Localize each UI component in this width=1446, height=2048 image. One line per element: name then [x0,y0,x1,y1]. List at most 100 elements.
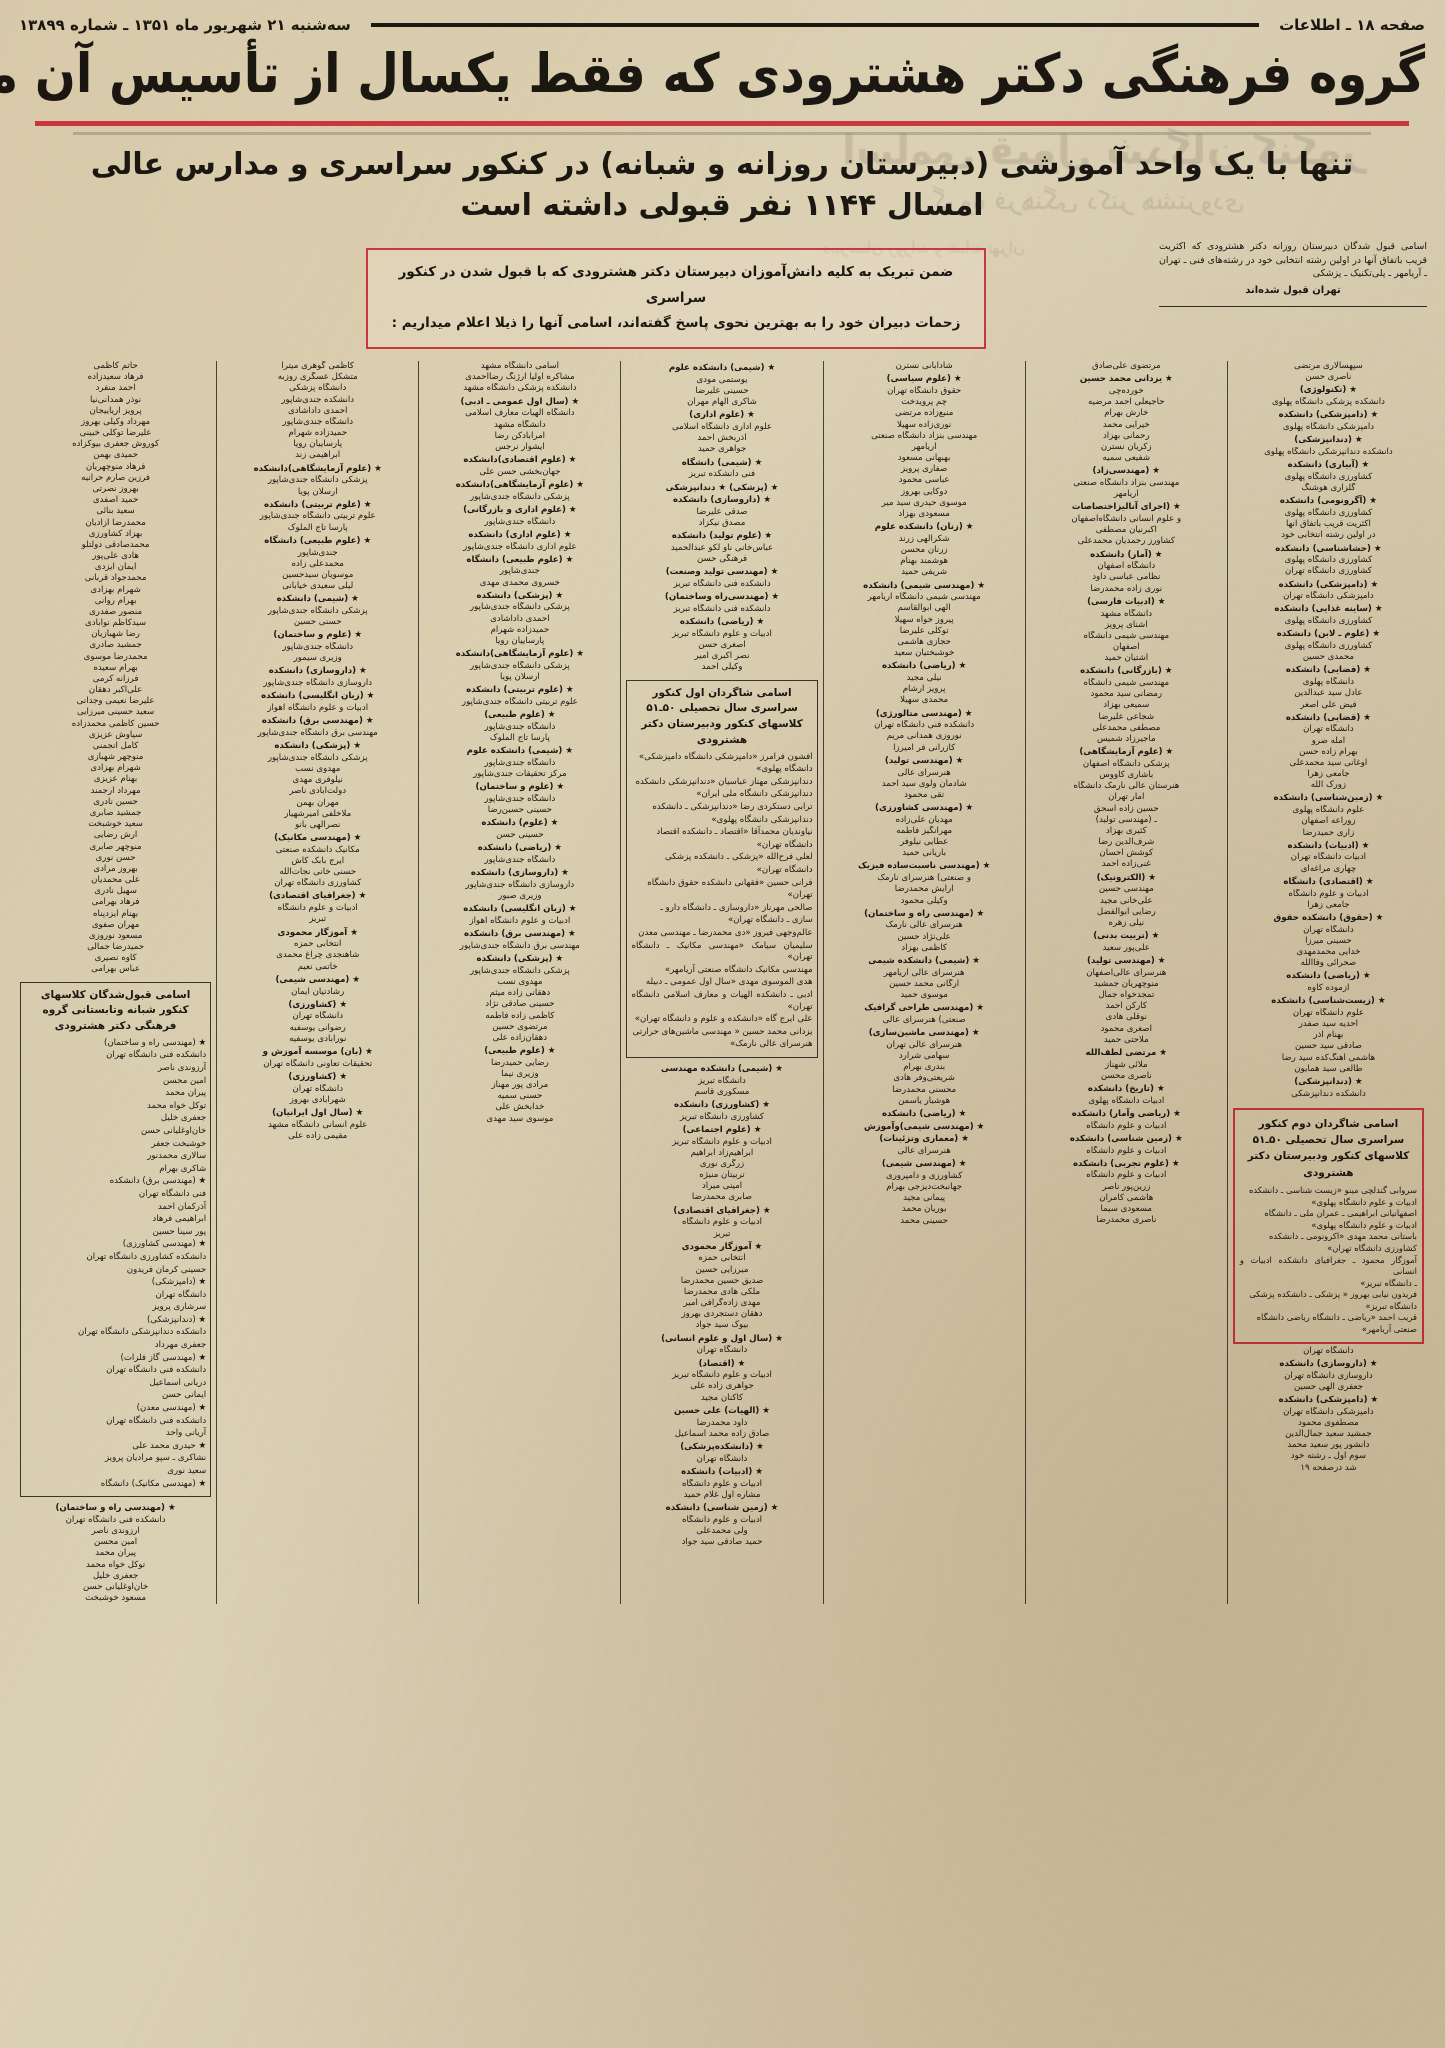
listing-group-header: ★ (پزشکی) دانشکده [477,590,565,601]
highlight-box-body: سروابی گندلچی مینو «زیست شناسی ـ دانشکده… [1241,1185,1418,1336]
listing-name: علوم دانشگاه تهران [1293,1007,1365,1018]
listing-name: هنرسرای عالی نارمک [886,920,964,931]
listing-group-header: ★ (ریاضی) دانشکده [680,617,766,628]
listing-name: جواهری حمید [698,444,748,455]
listing-name: دانشگاه جندی‌شاپور [283,416,355,427]
listing-name: حسین نادری [94,796,139,807]
listing-group-header: ★ (آمار) دانشکده [1091,549,1164,560]
listing-name: توکلی علیرضا [900,625,950,636]
listing-name: کشاورزی دانشگاه پهلوی [1285,471,1374,482]
listing-name: ایمان ایزدی [95,562,138,573]
listing-group-header: ★ (علوم سیاسی) [887,374,963,385]
listing-name: کازرانی فر امیرزا [894,742,957,753]
listing-name: حسینی حسن [497,830,545,841]
highlight-box-line: هدی الموسوی مهدی «سال اول عمومی ـ دبیله [646,977,814,988]
listing-name: مهندسی شیمی دانشگاه آریامهر [868,592,982,603]
listing-name: رحمانی بهزاد [1103,430,1151,441]
listing-column: ★ (شیمی) دانشکده علوم یوستمی مودی حسینی عل… [621,361,823,1605]
highlight-box-line: دانشکده فنی دانشگاه تهران [107,1365,208,1376]
listing-name: وکیلی محمود [901,895,949,906]
listing-group-header: ★ (مهندسی مکانیک) [275,833,363,844]
listing-name: هنرسرای عالی [898,767,952,778]
listing-name: موسوی سید مهدی [487,1113,555,1124]
listing-name: سهیل نادری [95,886,138,897]
listing-group-header: ★ (مهندسی طراحی گرافیک [865,1003,985,1014]
listing-name: حجازی هاشمی [898,636,952,647]
listing-name: علوم دانشگاه پهلوی [1293,805,1366,816]
listing-group-header: ★ (ادبیات) دانشکده [682,1466,764,1477]
listing-name: دانشگاه جندی‌شاپور [485,757,557,768]
listing-name: وزیری سیمور [294,653,343,664]
listing-name: ابراهیم‌زاد ابراهیم [691,1147,755,1158]
listing-name: مهدیان علی‌زاده [896,814,954,825]
listing-name: فیض علی اصغر [1301,699,1358,710]
listing-name: دانشگاه تهران [1304,924,1355,935]
page-title: گروه فرهنگی دکتر هشترودی که فقط یکسال از… [0,42,1427,106]
listing-name: آذربخش احمد [698,433,748,444]
listing-name: مسعودی بهزاد [899,508,951,519]
listing-name: موسوی حیدری سید میر [882,497,968,508]
listing-name: ادبیات دانشگاه پهلوی [1089,1095,1166,1106]
listing-name: امین محسن [94,1537,139,1548]
listing-name: مهدوی نسب [498,977,544,987]
listing-name: بهرام سعیده [94,662,139,673]
listing-name: کشاورز رحمدیان محمدعلی [1078,536,1176,547]
listing-name: حمیدی بهمن [94,450,139,461]
subheadline-line-1: تنها با یک واحد آموزشی (دبیرستان روزانه … [91,147,1355,183]
listing-name: مرکز تحقیقات جندی‌شاپور [474,769,568,780]
listing-name: نوری‌زاده سهیلا [898,419,953,430]
listing-name: دانشگاه تهران [293,1011,345,1022]
listing-name: پزشکی دانشگاه جندی‌شاپور [470,965,571,976]
listing-name: هنرسرای عالی آریامهر [884,967,966,978]
highlight-box-line: فریدون نیابی بهروز « پزشکی ـ دانشکده پزش… [1250,1289,1418,1300]
highlight-box-line: سالاری محمدنور [148,1151,208,1162]
listing-name: دانشگاه پزشکی [290,383,348,394]
listing-group-header: ★ (علوم آزمایشگاهی) [1080,747,1175,758]
listing-name: احمدی داداشادی [289,405,349,416]
listing-group-header: ★ (شیمی) دانشکده شیمی [869,955,982,966]
listing-name: حمیدرضا جمالی [88,942,146,953]
listing-name: رمضانی سید محمود [1091,689,1164,700]
listing-group-header: ★ (علوم اجتماعی) [683,1124,763,1135]
listing-name: هوشیار یاسمن [899,1095,952,1106]
listing-group-header: ★ (علوم طبیعی) دانشگاه [265,535,373,546]
listing-name: پارساییان رویا [496,636,546,646]
listing-name: شریفی حمید [902,567,949,578]
listing-group-header: ★ (ریاضی وآمار) دانشکده [1072,1108,1182,1119]
highlight-box-line: لعلی فرح‌الله «پزشکی ـ دانشکده پزشکی [665,852,814,863]
listing-name: سعید بنائی [97,506,136,517]
listing-name: نوقلی هادی [1106,1012,1148,1023]
listing-name: دانشکده جندی‌شاپور [282,394,356,405]
listing-name: فرزانه کرمی [93,673,140,684]
listing-name: تقی محمود [905,789,946,800]
listing-group-header: ★ (مهندسی کشاورزی) [876,803,975,814]
listing-name: امله ضرو [1312,735,1347,746]
listing-name: جامعی زهرا [1308,769,1351,780]
listing-name: ادبیات و علوم دانشگاه [1289,888,1370,899]
listing-group-header: ★ (بان) موسسه آموزش و [263,1046,374,1057]
highlight-box-line: دندانپزشکی دانشگاه پهلوی» [712,814,814,825]
listing-name: منبع‌زاده مرتضی [895,408,955,419]
listing-name: محمدرضا موسوی [84,651,149,662]
listing-name: مهندسی برق دانشگاه جندی‌شاپور [460,940,581,951]
highlight-box-line: آریانی واحد [166,1428,208,1439]
listing-name: علوم تربیتی دانشگاه جندی‌شاپور [462,696,579,707]
listing-name: وزیری صبور [499,891,543,902]
listing-group-header: ★ (اقتصادی) دانشگاه [1284,876,1375,887]
listing-group-header: ★ (علوم و ساختمان) [476,782,566,793]
listing-name: دانشگاه جندی‌شاپور [485,855,557,866]
listing-name: کوروش جعفری بیوکزاده [73,439,161,450]
listing-name: شهرام بهزادی [91,763,142,774]
listing-name: پزشکی دانشگاه جندی‌شاپور [470,602,571,613]
highlight-box-line: ترابی دستکردی رضا «دندانپزشکی ـ دانشکده [653,802,814,813]
highlight-box-line: اصفهانیانی ابراهیمی ـ عمران ملی ـ دانشگا… [1265,1208,1418,1219]
listing-group-header: ★ (زمین شناسی) دانشکده [1070,1133,1184,1144]
highlight-box-line: باستانی محمد مهدی «اکرونومی ـ دانشکده [1270,1231,1418,1242]
listing-name: مسعود خوشبخت [86,1593,148,1604]
listing-name: مصدق نیکزاد [699,518,747,529]
listing-group-header: ★ (اجرای آنالیزاختصاصات [1072,502,1182,513]
listing-name: کاوه نصیری [95,953,138,964]
highlight-box-line: ★ (مهندسی معدن) [137,1403,208,1414]
highlight-box-line: دانشکده کشاورزی دانشگاه تهران [87,1251,208,1262]
listing-name: زرگری نوری [700,1158,746,1169]
